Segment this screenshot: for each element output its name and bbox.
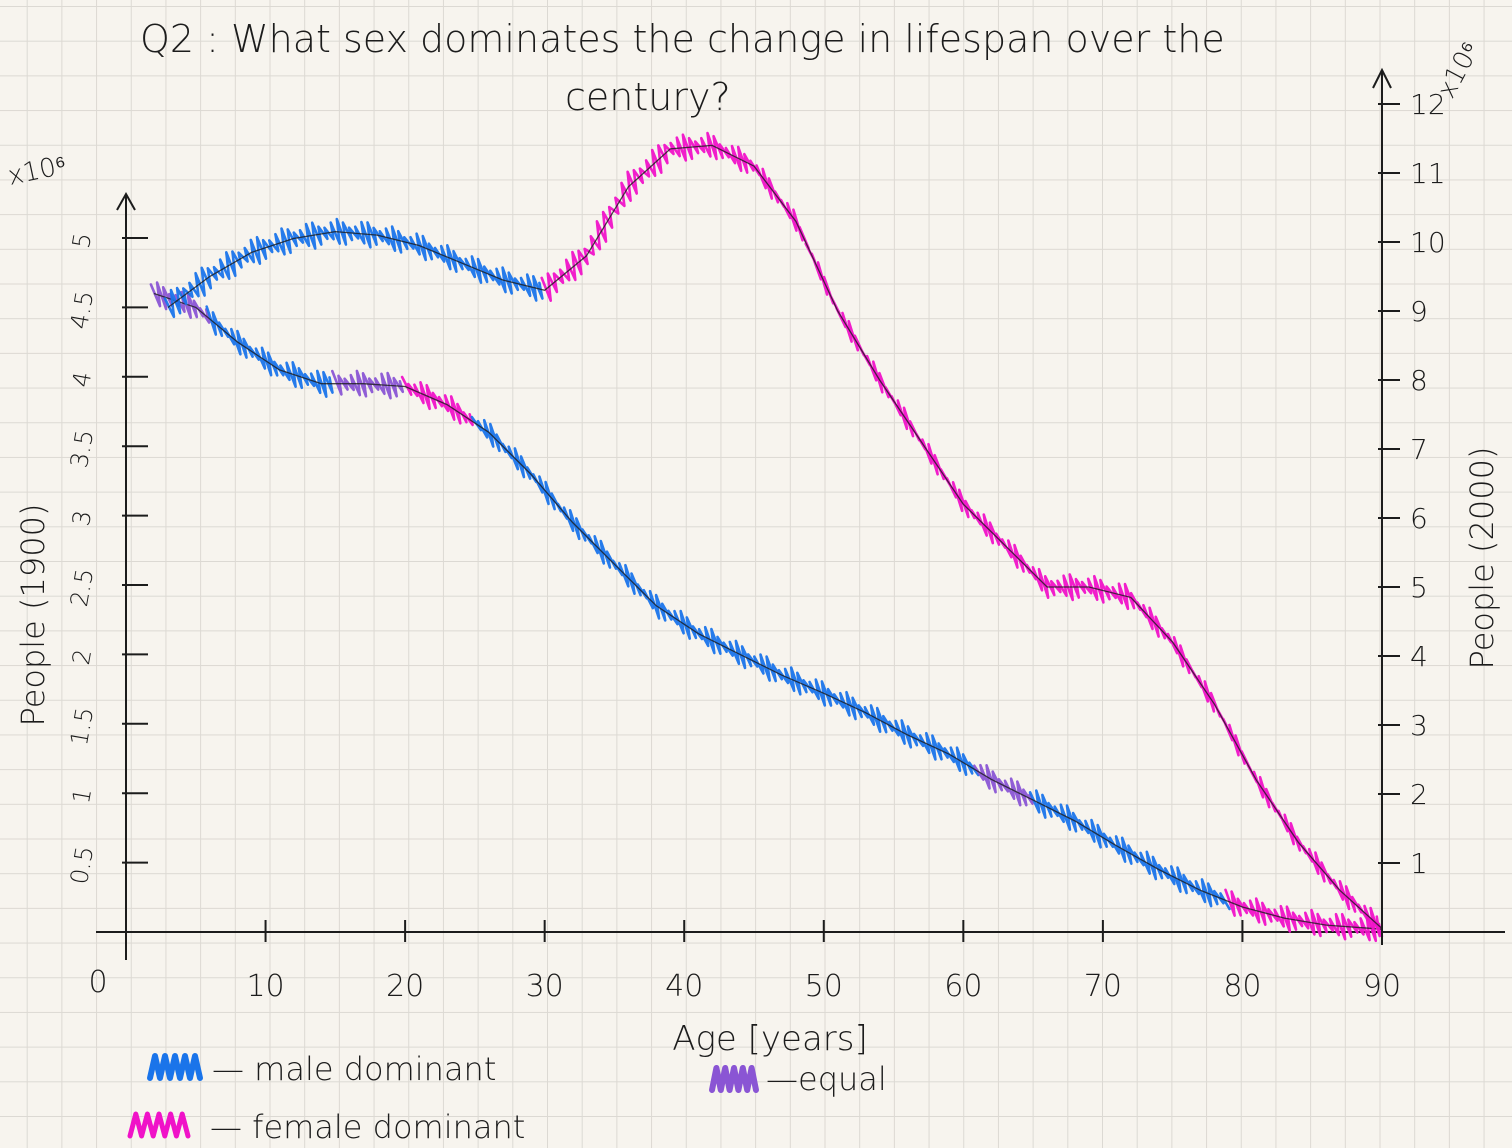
right-y-tick-label: 1 [1410,847,1428,880]
right-y-tick-label: 8 [1410,364,1428,397]
series-left-segment-male [205,305,334,398]
series-left-segment-female [1224,888,1384,943]
series-left-line [153,292,1383,930]
right-y-tick-label: 11 [1410,157,1446,190]
left-y-tick-label: 5 [67,231,97,251]
x-axis-label: Age [years] [672,1019,867,1059]
legend-swatch-female [127,1111,191,1139]
series-left-segment-equal [331,369,405,400]
x-tick-label: 70 [1084,969,1122,1004]
series-left-segment-male [470,415,980,777]
legend-item-female: — female dominant [127,1108,525,1146]
legend: — male dominant — female dominant —equal [127,1050,887,1146]
right-y-tick-label: 10 [1410,226,1446,259]
left-y-tick-label: 4 [67,369,97,389]
axes [96,67,1505,960]
x-tick-label: 40 [665,969,703,1004]
x-tick-label: 60 [944,969,982,1004]
legend-swatch-equal [709,1065,759,1093]
right-y-tick-label: 3 [1410,709,1428,742]
right-axis-label: People (2000) [1463,447,1501,670]
left-y-tick-label: 4.5 [65,289,99,331]
legend-label-male: — male dominant [212,1050,496,1088]
series-left-segment-female [400,375,474,427]
x-tick-label: 50 [805,969,843,1004]
chart-title-line-2: century? [565,75,731,119]
series-right [163,131,1383,938]
right-y-tick-label: 7 [1410,433,1428,466]
right-y-tick-label: 4 [1410,640,1428,673]
right-y-tick-label: 2 [1410,778,1428,811]
left-axis-multiplier: x10⁶ [5,150,69,192]
left-y-tick-label: 3.5 [65,428,99,470]
left-y-axis-arrow [116,191,136,211]
legend-item-equal: —equal [709,1060,887,1098]
x-tick-label: 90 [1363,969,1401,1004]
x-tick-label: 10 [246,969,284,1004]
right-axis-multiplier: x10⁶ [1432,37,1486,103]
left-y-tick-label: 0.5 [65,844,99,886]
series-right-segment-male [163,217,544,319]
right-y-tick-label: 9 [1410,295,1428,328]
series-right-segment-female [540,131,1381,938]
right-y-tick-label: 6 [1410,502,1428,535]
x-tick-label: 80 [1223,969,1261,1004]
legend-swatch-male [147,1053,203,1081]
left-axis-label: People (1900) [14,504,52,727]
x-origin-label: 0 [88,965,107,1000]
left-y-tick-label: 3 [67,508,97,528]
right-y-axis-arrow [1372,67,1392,89]
series-left-segment-male [1028,789,1231,911]
legend-label-female: — female dominant [210,1108,525,1146]
legend-item-male: — male dominant [147,1050,496,1088]
left-y-tick-label: 1.5 [65,705,99,747]
left-y-tick-label: 2 [67,647,97,667]
right-y-tick-label: 12 [1410,88,1446,121]
left-y-tick-label: 2.5 [65,566,99,608]
legend-label-equal: —equal [766,1060,887,1098]
x-tick-label: 30 [526,969,564,1004]
series-left [149,281,1384,943]
series-right-line [167,144,1383,929]
series-left-segment-equal [149,281,211,324]
x-tick-label: 20 [386,969,424,1004]
right-y-tick-label: 5 [1410,571,1428,604]
chart-title-line-1: Q2 : What sex dominates the change in li… [140,17,1225,61]
series-left-segment-equal [973,763,1034,807]
series-layer [149,131,1384,943]
left-y-tick-label: 1 [67,786,97,806]
